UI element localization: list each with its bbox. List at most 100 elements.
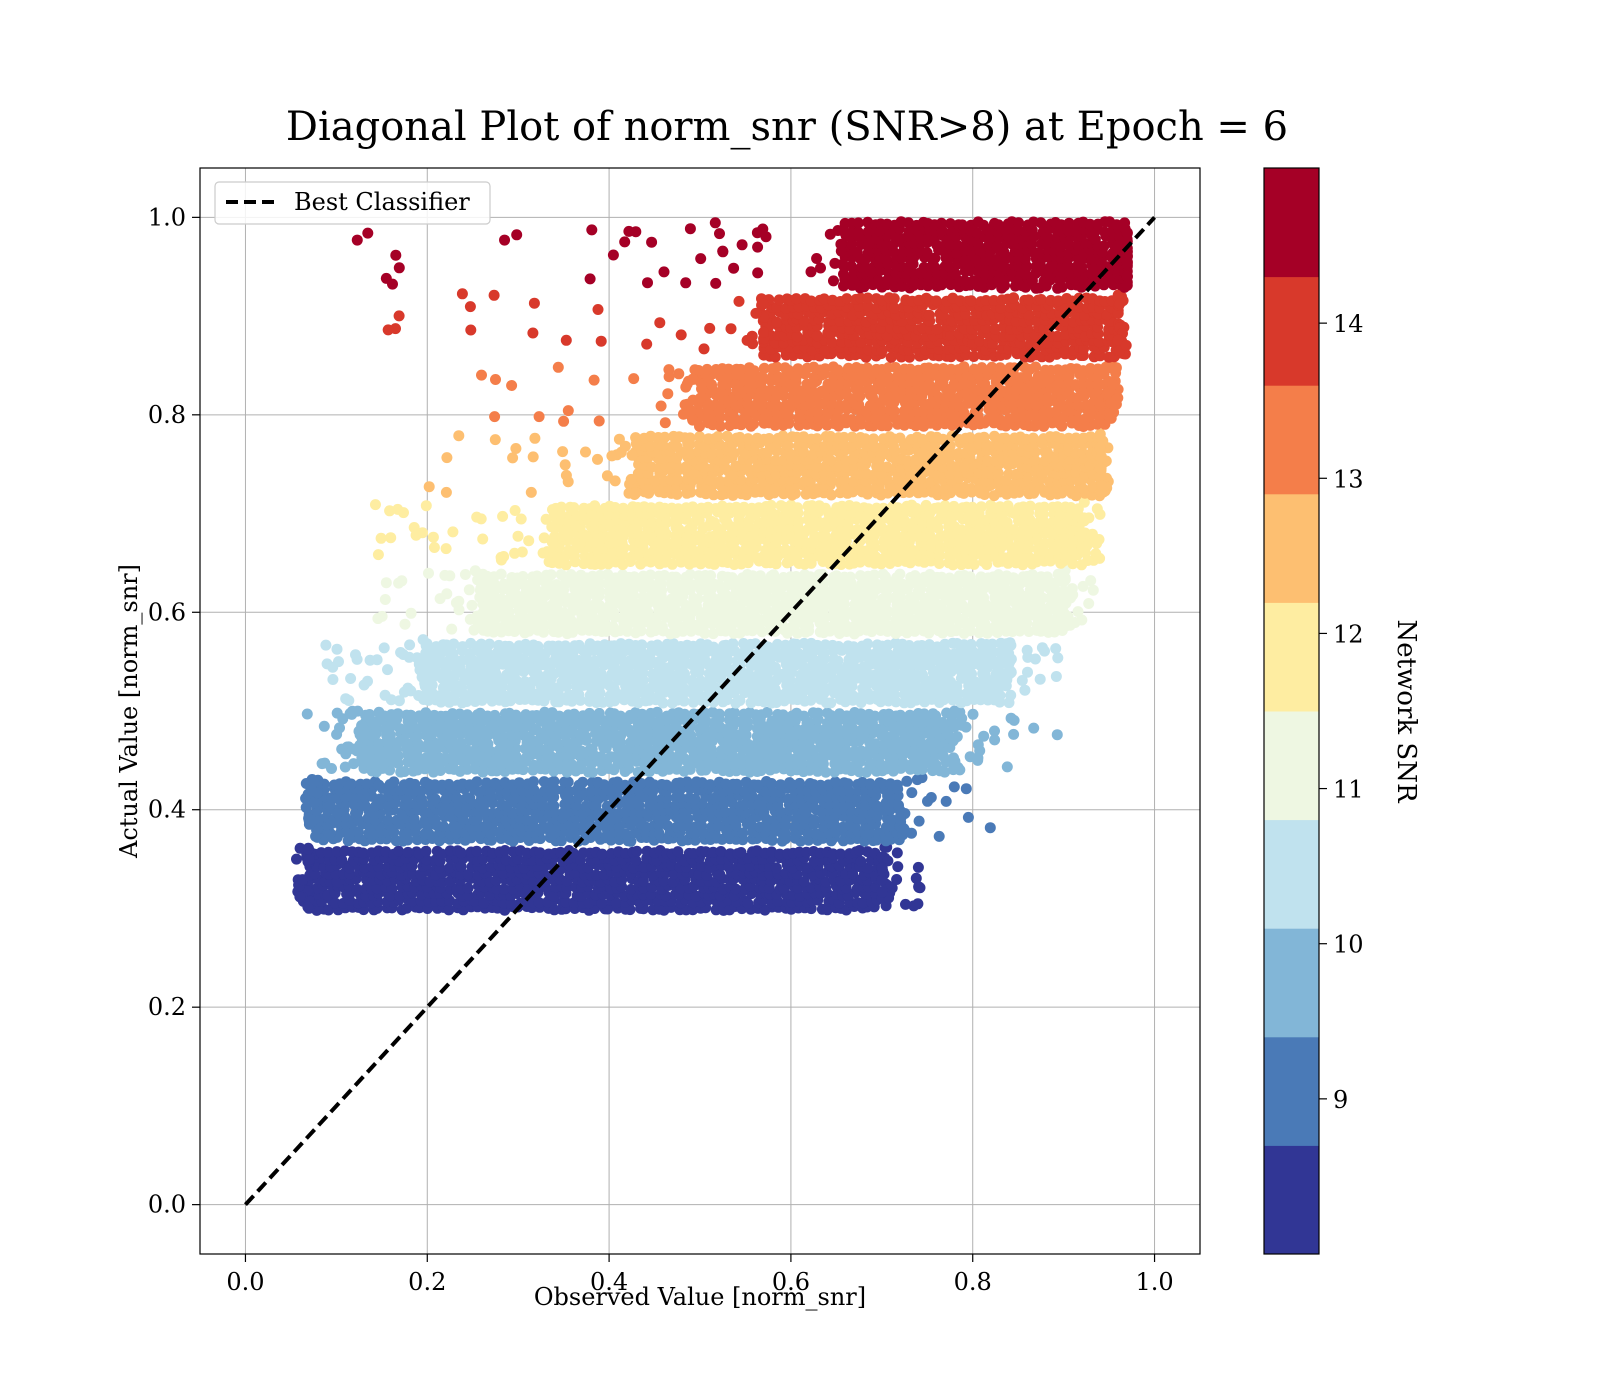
scatter-point — [399, 766, 411, 777]
scatter-point — [704, 779, 716, 791]
scatter-point — [515, 513, 527, 525]
scatter-point — [371, 883, 383, 895]
scatter-point — [825, 710, 837, 721]
scatter-point — [972, 754, 984, 766]
scatter-point — [960, 783, 972, 795]
scatter-point — [1005, 689, 1017, 701]
scatter-point — [934, 550, 945, 562]
scatter-point — [318, 720, 330, 732]
scatter-point — [901, 775, 913, 787]
scatter-point — [497, 510, 509, 522]
scatter-point — [357, 847, 369, 859]
scatter-point — [559, 640, 571, 652]
scatter-point — [882, 648, 894, 660]
scatter-point — [356, 720, 368, 731]
scatter-point — [730, 883, 742, 895]
scatter-point — [855, 855, 867, 867]
scatter-point — [1083, 598, 1095, 609]
scatter-point — [533, 897, 545, 909]
scatter-point — [380, 577, 392, 589]
scatter-point — [538, 600, 550, 612]
scatter-point — [957, 613, 969, 625]
scatter-point — [811, 639, 823, 651]
scatter-point — [565, 569, 577, 581]
scatter-point — [629, 571, 640, 583]
scatter-point — [948, 781, 960, 793]
scatter-point — [672, 846, 684, 858]
scatter-point — [989, 725, 1000, 737]
scatter-point — [555, 846, 566, 858]
scatter-point — [384, 505, 396, 517]
scatter-point — [1004, 668, 1016, 680]
scatter-point — [477, 533, 489, 545]
scatter-point — [639, 516, 651, 528]
scatter-point — [1058, 590, 1070, 602]
scatter-point — [1052, 652, 1064, 664]
scatter-point — [442, 669, 453, 681]
scatter-point — [810, 828, 822, 840]
scatter-point — [954, 764, 966, 776]
scatter-point — [534, 847, 546, 859]
scatter-point — [509, 547, 521, 559]
scatter-point — [420, 845, 432, 857]
scatter-point — [1076, 543, 1088, 555]
scatter-point — [362, 675, 373, 687]
scatter-point — [673, 523, 685, 535]
scatter-point — [580, 731, 592, 743]
scatter-point — [737, 827, 749, 839]
scatter-point — [662, 820, 674, 832]
scatter-point — [849, 662, 861, 674]
scatter-point — [793, 515, 805, 527]
scatter-point — [829, 776, 841, 788]
scatter-point — [331, 728, 343, 740]
scatter-point — [544, 715, 556, 727]
scatter-point — [819, 502, 831, 514]
scatter-point — [780, 544, 791, 556]
scatter-point — [646, 881, 658, 893]
scatter-point — [501, 800, 513, 812]
scatter-point — [394, 723, 406, 735]
scatter-point — [348, 758, 360, 770]
scatter-point — [615, 710, 626, 722]
scatter-point — [303, 854, 315, 865]
scatter-point — [331, 643, 343, 655]
scatter-point — [686, 675, 698, 686]
scatter-point — [870, 738, 882, 750]
scatter-point — [596, 848, 608, 860]
scatter-point — [661, 779, 673, 791]
scatter-point — [925, 792, 937, 803]
scatter-point — [345, 778, 357, 790]
scatter-point — [1008, 572, 1019, 584]
scatter-point — [864, 778, 876, 790]
scatter-point — [404, 639, 416, 651]
scatter-point — [651, 706, 663, 718]
scatter-point — [696, 820, 707, 831]
scatter-point — [933, 558, 945, 569]
scatter-band — [372, 496, 1106, 571]
scatter-point — [489, 709, 501, 721]
scatter-point — [548, 800, 560, 812]
scatter-point — [804, 571, 816, 583]
scatter-point — [537, 547, 549, 559]
scatter-point — [947, 559, 959, 571]
scatter-point — [448, 638, 460, 650]
scatter-point — [547, 681, 559, 693]
scatter-point — [645, 569, 656, 581]
scatter-point — [392, 708, 404, 720]
scatter-point — [573, 639, 585, 651]
scatter-point — [971, 599, 983, 611]
scatter-point — [558, 607, 570, 619]
scatter-point — [440, 543, 452, 555]
scatter-point — [912, 861, 924, 873]
scatter-point — [1001, 593, 1013, 604]
scatter-point — [666, 558, 678, 570]
scatter-point — [372, 613, 384, 624]
scatter-point — [631, 523, 643, 535]
scatter-point — [311, 787, 323, 799]
scatter-point — [617, 502, 629, 514]
scatter-point — [447, 648, 459, 660]
scatter-point — [379, 594, 391, 605]
scatter-point — [774, 848, 786, 860]
scatter-point — [699, 655, 711, 667]
scatter-band — [316, 705, 1040, 778]
